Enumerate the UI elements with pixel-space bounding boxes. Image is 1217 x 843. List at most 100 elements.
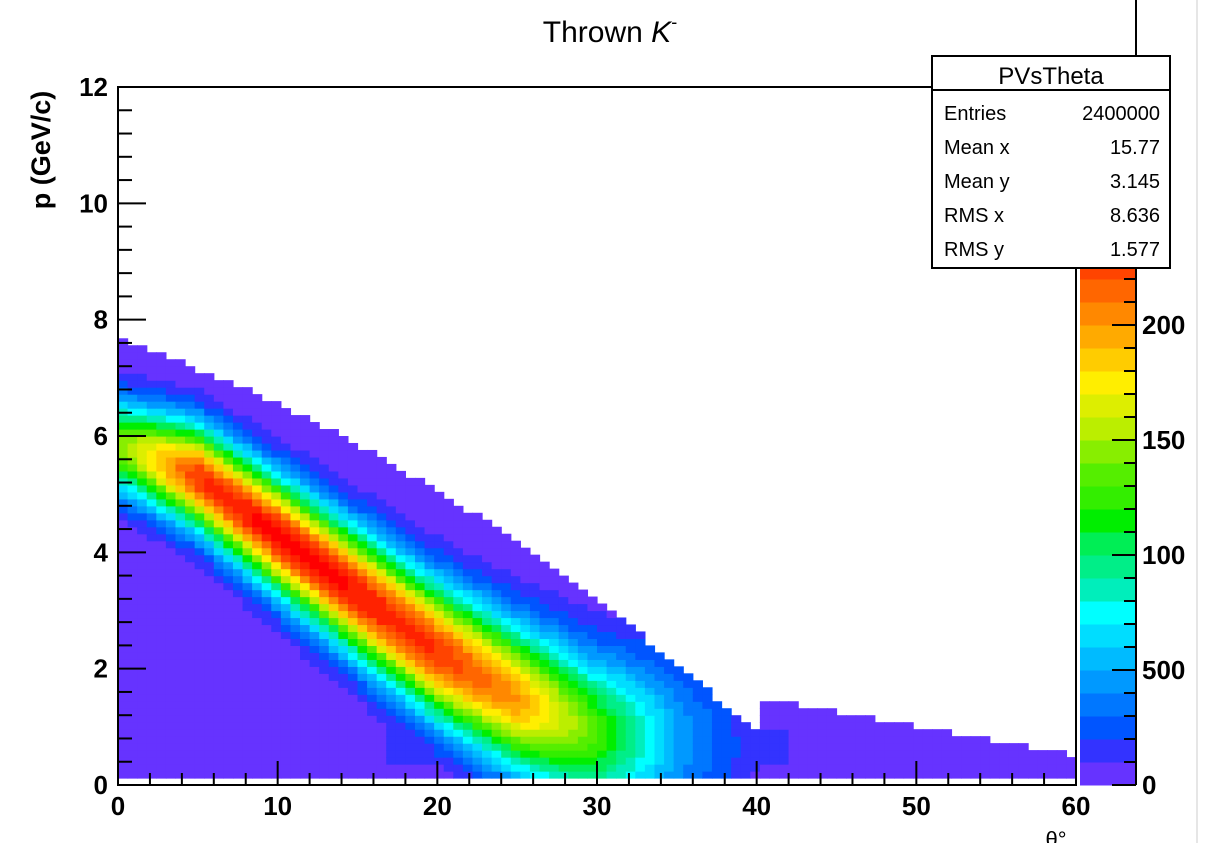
heatmap-cell [165,422,177,430]
heatmap-cell [261,771,272,779]
heatmap-cell [424,603,435,612]
heatmap-cell [137,554,148,563]
heatmap-cell [472,568,483,577]
heatmap-cell [376,764,387,772]
heatmap-cell [386,652,397,660]
heatmap-cell [664,764,675,772]
heatmap-cell [587,652,598,660]
heatmap-cell [798,736,809,744]
heatmap-cell [204,764,215,772]
heatmap-cell [146,603,157,612]
heatmap-cell [395,491,406,500]
heatmap-cell [252,603,263,612]
heatmap-cell [510,582,521,591]
heatmap-cell [664,673,675,681]
heatmap-cell [223,422,234,430]
heatmap-cell [989,771,1000,779]
heatmap-cell [204,610,215,619]
heatmap-cell [482,659,493,667]
heatmap-cell [194,652,205,660]
heatmap-cell [462,596,474,605]
heatmap-cell [194,533,205,542]
heatmap-cell [280,764,292,772]
heatmap-cell [194,631,205,640]
heatmap-cell [443,540,454,549]
heatmap-cell [577,722,589,730]
heatmap-cell [932,736,943,744]
heatmap-cell [204,659,215,667]
heatmap-cell [462,694,474,702]
heatmap-cell [261,729,272,737]
heatmap-cell [309,436,320,444]
heatmap-cell [529,610,541,619]
heatmap-cell [127,519,138,528]
heatmap-cell [347,701,359,709]
heatmap-cell [443,680,454,688]
heatmap-cell [472,659,483,667]
heatmap-cell [750,743,761,751]
heatmap-cell [204,470,215,479]
heatmap-cell [309,512,320,521]
heatmap-cell [127,456,138,465]
heatmap-cell [376,673,387,681]
heatmap-cell [290,771,301,779]
heatmap-cell [597,757,608,765]
heatmap-cell [424,568,435,577]
heatmap-cell [309,757,320,765]
heatmap-cell [232,554,244,563]
heatmap-cell [606,673,617,681]
heatmap-cell [482,729,493,737]
heatmap-cell [175,415,186,423]
heatmap-cell [204,422,215,430]
stats-row-label: Mean x [944,137,1010,159]
heatmap-cell [146,771,157,779]
heatmap-cell [357,687,368,695]
heatmap-cell [204,750,215,758]
heatmap-cell [501,673,512,681]
heatmap-cell [204,736,215,744]
heatmap-cell [338,631,349,640]
heatmap-cell [252,519,263,528]
heatmap-cell [185,610,196,619]
heatmap-cell [941,757,953,765]
heatmap-cell [319,638,330,646]
heatmap-cell [137,701,148,709]
heatmap-cell [290,554,301,563]
heatmap-cell [290,540,301,549]
heatmap-cell [261,519,272,528]
heatmap-cell [290,582,301,591]
heatmap-cell [558,736,569,744]
heatmap-cell [395,547,406,556]
heatmap-cell [271,408,282,416]
heatmap-cell [319,680,330,688]
heatmap-cell [482,757,493,765]
heatmap-cell [606,764,617,772]
heatmap-cell [376,540,387,549]
heatmap-cell [165,415,177,423]
heatmap-cell [376,715,387,723]
heatmap-cell [501,708,512,716]
heatmap-cell [165,603,177,612]
heatmap-cell [156,498,167,507]
heatmap-cell [405,757,416,765]
heatmap-cell [462,701,474,709]
heatmap-cell [434,603,445,612]
heatmap-cell [414,540,426,549]
heatmap-cell [414,757,426,765]
heatmap-cell [597,631,608,640]
heatmap-cell [462,589,474,598]
heatmap-cell [405,547,416,556]
heatmap-cell [300,736,311,744]
color-scale-step [1080,486,1136,510]
heatmap-cell [194,764,205,772]
heatmap-cell [194,415,205,423]
heatmap-cell [232,575,244,584]
heatmap-cell [558,638,569,646]
heatmap-cell [654,701,665,709]
heatmap-cell [357,512,368,521]
heatmap-cell [472,736,483,744]
heatmap-cell [510,764,521,772]
heatmap-cell [223,743,234,751]
heatmap-cell [520,764,531,772]
heatmap-cell [913,736,924,744]
